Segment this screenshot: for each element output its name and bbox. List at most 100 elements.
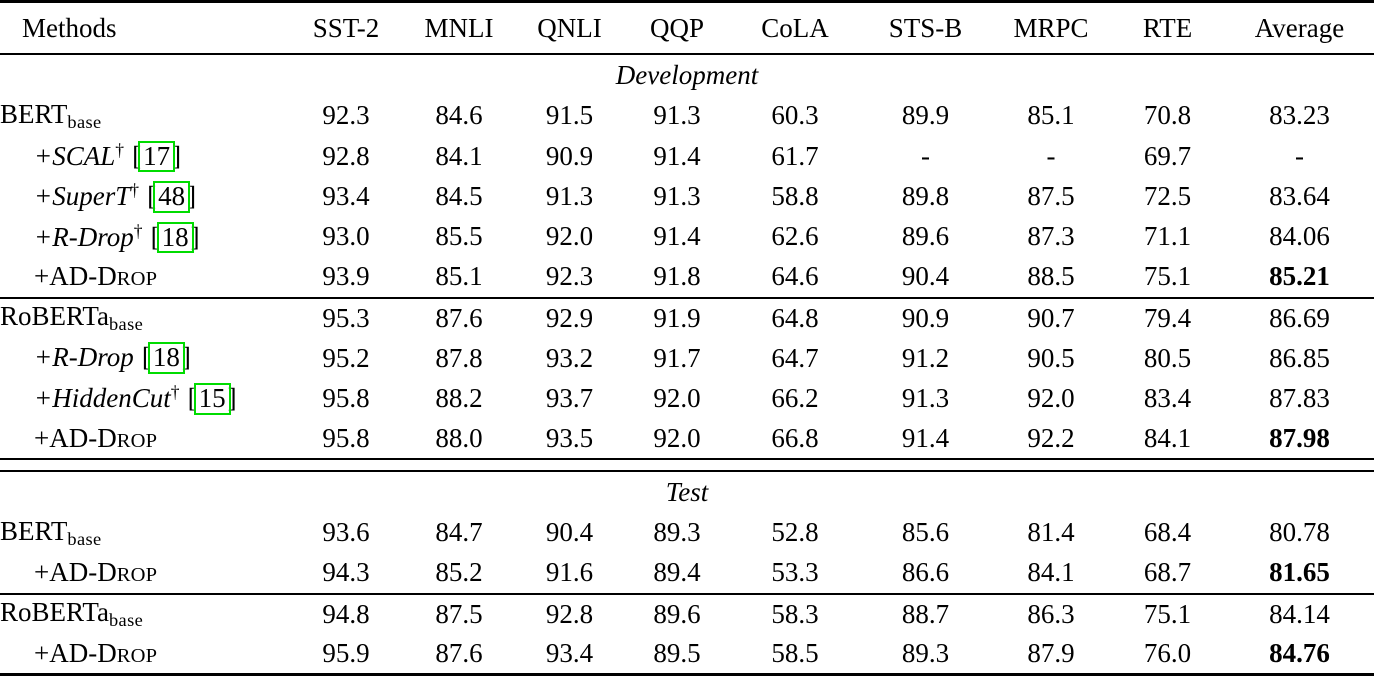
value-cell: 86.85: [1269, 342, 1330, 373]
table-row: BERTbase 92.3 84.6 91.5 91.3 60.3 89.9 85.1 70.8…: [0, 95, 1374, 135]
value-cell: 64.6: [771, 261, 819, 292]
value-cell: 84.1: [435, 140, 483, 171]
method-label-part: RoBERTa: [0, 597, 109, 628]
value-cell: 93.7: [545, 383, 594, 414]
column-header-qnli: QNLI: [516, 1, 623, 55]
value-cell: 90.9: [545, 140, 594, 171]
value-cell: 88.5: [1027, 261, 1075, 292]
table-row: +AD-DROP 94.3 85.2 91.6 89.4 53.3 86.6 84.1 68.7…: [0, 553, 1374, 593]
method-cell: +AD-DROP: [0, 553, 290, 593]
value-cell: 87.83: [1269, 383, 1330, 414]
value-cell: 84.5: [435, 180, 483, 211]
citation-link[interactable]: 18: [156, 221, 194, 254]
citation-link[interactable]: 18: [147, 342, 185, 374]
section-title: Development: [615, 59, 759, 90]
section-title-row: Development: [0, 54, 1374, 95]
value-cell: 87.5: [402, 592, 516, 635]
method-cell: +AD-DROP: [0, 419, 290, 459]
value-cell: 85.2: [435, 557, 483, 588]
value-cell: 95.8: [322, 423, 370, 453]
table-row: +HiddenCut† [15] 95.8 88.2 93.7 92.0 66.2 91.3 9…: [0, 378, 1374, 418]
column-header-average: Average: [1225, 1, 1374, 55]
dagger-mark: †: [130, 180, 139, 201]
column-header-stsb: STS-B: [859, 1, 992, 55]
method-cell: RoBERTabase: [0, 592, 290, 635]
value-cell: 91.4: [653, 140, 701, 171]
citation-link[interactable]: 17: [138, 140, 176, 173]
value-cell: 95.9: [322, 638, 370, 669]
method-label-part: RoBERTa: [0, 301, 109, 332]
column-header-qqp: QQP: [623, 1, 731, 55]
method-label-part: ]: [181, 342, 191, 373]
method-cell: +AD-DROP: [0, 257, 290, 297]
value-cell: 84.6: [435, 100, 483, 131]
column-header-sst2: SST-2: [290, 1, 402, 55]
value-cell: 87.9: [1027, 638, 1075, 669]
method-label-part: [: [132, 140, 142, 171]
citation-link[interactable]: 15: [193, 383, 231, 415]
method-label-part: base: [109, 314, 144, 335]
value-cell: 58.8: [771, 180, 819, 211]
citation-link[interactable]: 48: [153, 181, 191, 213]
table-row: +SuperT† [48] 93.4 84.5 91.3 91.3 58.8 89.8 87.5…: [0, 176, 1374, 216]
value-cell: 90.4: [545, 517, 594, 548]
table-row: +SCAL† [17] 92.8 84.1 90.9 91.4 61.7 - - 69.7 -: [0, 136, 1374, 176]
value-cell: 93.4: [322, 180, 370, 211]
value-cell: 87.6: [402, 296, 516, 338]
value-cell: 80.5: [1143, 342, 1192, 373]
value-cell: 93.4: [545, 638, 594, 669]
method-label-part: [: [141, 342, 151, 373]
value-cell: 69.7: [1143, 140, 1192, 171]
value-cell: 88.2: [435, 383, 483, 414]
column-header-cola: CoLA: [731, 1, 859, 55]
value-cell: 85.1: [435, 261, 483, 292]
value-cell: 83.4: [1143, 383, 1192, 414]
value-cell: 75.1: [1143, 261, 1192, 292]
value-cell: 90.4: [901, 261, 950, 292]
dagger-mark: †: [170, 382, 180, 403]
value-cell: 90.5: [1027, 342, 1075, 373]
value-cell: 92.0: [545, 221, 594, 252]
table-row: +R-Drop† [18] 93.0 85.5 92.0 91.4 62.6 89.6 87.3…: [0, 217, 1374, 257]
value-cell: 91.6: [545, 557, 594, 588]
method-label-part: +AD-D: [34, 261, 117, 292]
column-header-rte: RTE: [1110, 1, 1225, 55]
value-cell: 60.3: [771, 100, 819, 131]
value-cell: 91.3: [653, 100, 701, 131]
value-cell: 76.0: [1143, 638, 1192, 669]
value-cell: 85.6: [901, 517, 950, 548]
value-cell: 92.9: [516, 296, 623, 338]
value-cell: 84.1: [1027, 557, 1075, 588]
value-cell: 93.2: [545, 342, 594, 373]
section-title-row: Test: [0, 471, 1374, 512]
method-label-part: ROP: [116, 430, 158, 452]
method-label-part: base: [67, 529, 102, 550]
section-divider-rule: [0, 458, 1374, 473]
value-cell: 71.1: [1143, 221, 1192, 252]
method-label-part: +SuperT: [34, 181, 131, 212]
section-title: Test: [665, 477, 709, 508]
table-row: +AD-DROP 95.8 88.0 93.5 92.0 66.8 91.4 92.2 84.1…: [0, 419, 1374, 459]
value-cell: 91.5: [545, 100, 594, 131]
method-label-part: [: [187, 383, 197, 414]
value-cell: 94.8: [290, 592, 402, 635]
value-cell: 93.6: [322, 517, 370, 548]
table-row: BERTbase 93.6 84.7 90.4 89.3 52.8 85.6 81.4 68.4…: [0, 513, 1374, 553]
value-cell: 92.8: [322, 140, 370, 171]
value-cell: 58.5: [771, 638, 819, 669]
value-cell: 88.7: [859, 592, 992, 635]
value-cell: 92.8: [516, 592, 623, 635]
value-cell: 70.8: [1143, 100, 1192, 131]
value-cell: 75.1: [1110, 592, 1225, 635]
method-label-part: +AD-D: [34, 423, 117, 453]
value-cell: 89.6: [901, 221, 950, 252]
value-cell: 91.2: [901, 342, 950, 373]
value-cell: 85.1: [1027, 100, 1075, 131]
header-row: Methods SST-2 MNLI QNLI QQP CoLA STS-B M…: [0, 1, 1374, 55]
value-cell: 95.3: [290, 296, 402, 338]
value-cell: 72.5: [1143, 180, 1192, 211]
method-label-part: ]: [227, 383, 237, 414]
value-cell: 91.4: [653, 221, 701, 252]
value-cell: 62.6: [771, 221, 819, 252]
method-label-part: base: [67, 111, 102, 132]
